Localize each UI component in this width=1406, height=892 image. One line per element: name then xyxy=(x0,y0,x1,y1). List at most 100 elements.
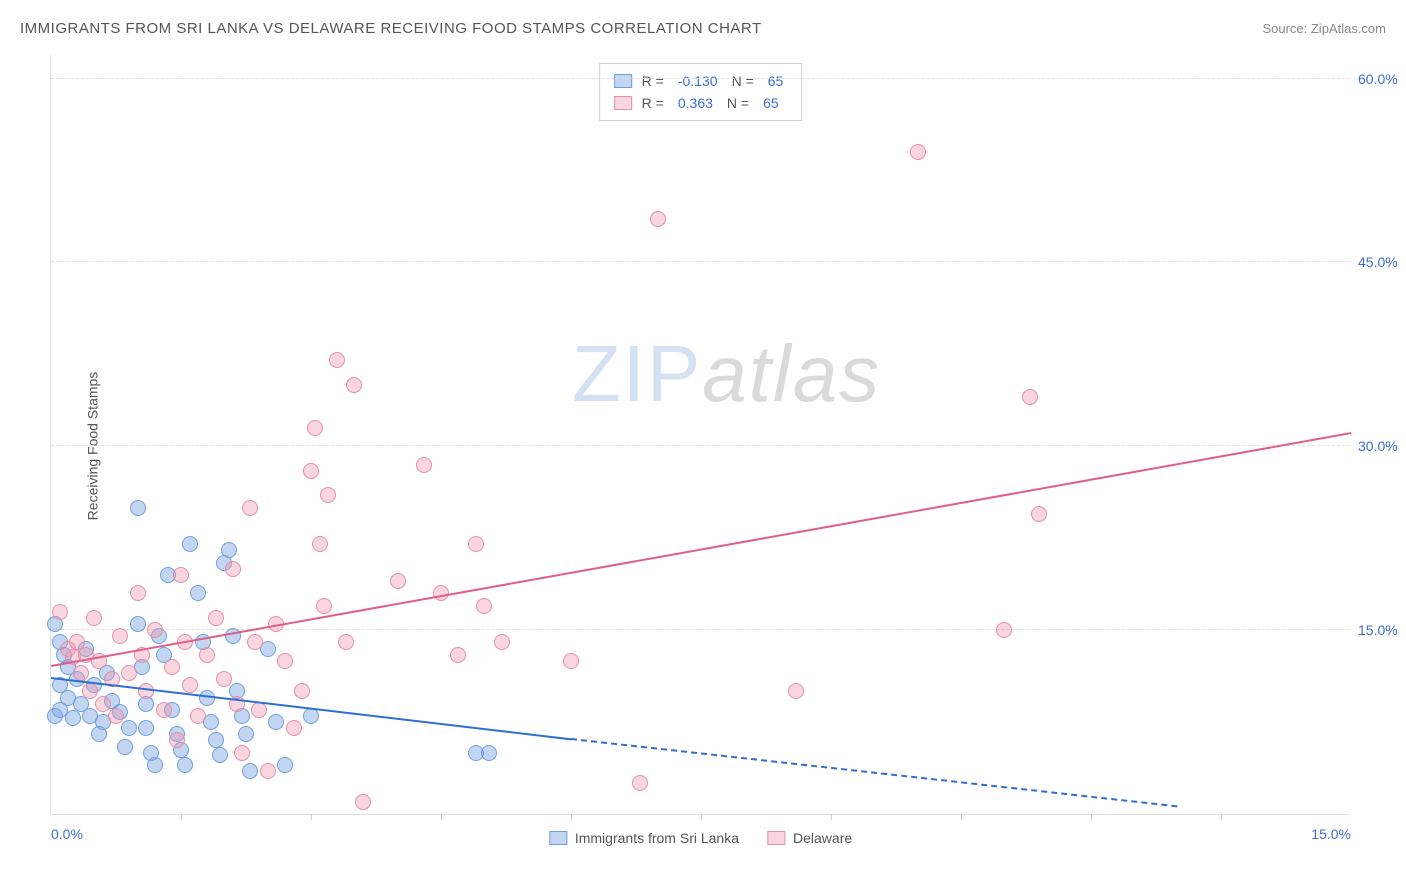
gridline xyxy=(51,78,1350,79)
data-point xyxy=(450,647,466,663)
source-name: ZipAtlas.com xyxy=(1311,21,1386,36)
legend-item-sri-lanka: Immigrants from Sri Lanka xyxy=(549,830,739,846)
y-tick-label: 60.0% xyxy=(1358,71,1398,87)
x-tick-mark xyxy=(961,814,962,820)
data-point xyxy=(1031,506,1047,522)
legend-item-delaware: Delaware xyxy=(767,830,852,846)
data-point xyxy=(47,708,63,724)
watermark: ZIPatlas xyxy=(572,328,881,420)
data-point xyxy=(112,628,128,644)
r-value-sri-lanka: -0.130 xyxy=(674,70,722,92)
scatter-chart: ZIPatlas R = -0.130 N = 65 R = 0.363 N =… xyxy=(50,55,1350,815)
data-point xyxy=(910,144,926,160)
page-header: IMMIGRANTS FROM SRI LANKA VS DELAWARE RE… xyxy=(20,20,1386,37)
data-point xyxy=(355,794,371,810)
data-point xyxy=(329,352,345,368)
x-tick-mark xyxy=(1091,814,1092,820)
trendline xyxy=(51,432,1351,667)
data-point xyxy=(199,647,215,663)
legend-row-sri-lanka: R = -0.130 N = 65 xyxy=(614,70,788,92)
x-tick-mark xyxy=(181,814,182,820)
data-point xyxy=(190,708,206,724)
data-point xyxy=(563,653,579,669)
data-point xyxy=(494,634,510,650)
data-point xyxy=(221,542,237,558)
data-point xyxy=(138,683,154,699)
data-point xyxy=(286,720,302,736)
x-tick-mark xyxy=(831,814,832,820)
y-tick-label: 30.0% xyxy=(1358,438,1398,454)
data-point xyxy=(147,622,163,638)
data-point xyxy=(1022,389,1038,405)
n-label: N = xyxy=(727,92,749,114)
swatch-delaware xyxy=(614,96,632,110)
data-point xyxy=(996,622,1012,638)
data-point xyxy=(476,598,492,614)
watermark-atlas: atlas xyxy=(702,329,881,418)
data-point xyxy=(182,677,198,693)
series-legend: Immigrants from Sri Lanka Delaware xyxy=(549,830,852,846)
data-point xyxy=(208,610,224,626)
gridline xyxy=(51,445,1350,446)
data-point xyxy=(95,696,111,712)
data-point xyxy=(416,457,432,473)
data-point xyxy=(130,585,146,601)
data-point xyxy=(307,420,323,436)
data-point xyxy=(208,732,224,748)
data-point xyxy=(238,726,254,742)
data-point xyxy=(277,653,293,669)
r-label: R = xyxy=(642,92,664,114)
watermark-zip: ZIP xyxy=(572,329,702,418)
data-point xyxy=(225,561,241,577)
data-point xyxy=(182,536,198,552)
data-point xyxy=(468,536,484,552)
r-value-delaware: 0.363 xyxy=(674,92,717,114)
x-tick-mark xyxy=(701,814,702,820)
swatch-sri-lanka xyxy=(549,831,567,845)
data-point xyxy=(121,665,137,681)
data-point xyxy=(190,585,206,601)
source-prefix: Source: xyxy=(1262,21,1310,36)
data-point xyxy=(650,211,666,227)
legend-label-sri-lanka: Immigrants from Sri Lanka xyxy=(575,830,739,846)
swatch-sri-lanka xyxy=(614,74,632,88)
chart-title: IMMIGRANTS FROM SRI LANKA VS DELAWARE RE… xyxy=(20,20,762,37)
correlation-legend: R = -0.130 N = 65 R = 0.363 N = 65 xyxy=(599,63,803,121)
data-point xyxy=(247,634,263,650)
data-point xyxy=(117,739,133,755)
legend-row-delaware: R = 0.363 N = 65 xyxy=(614,92,788,114)
data-point xyxy=(212,747,228,763)
x-tick-label: 0.0% xyxy=(51,826,83,842)
n-label: N = xyxy=(732,70,754,92)
data-point xyxy=(108,708,124,724)
data-point xyxy=(294,683,310,699)
gridline xyxy=(51,261,1350,262)
data-point xyxy=(82,683,98,699)
data-point xyxy=(260,763,276,779)
data-point xyxy=(316,598,332,614)
data-point xyxy=(65,710,81,726)
data-point xyxy=(242,763,258,779)
x-tick-mark xyxy=(1221,814,1222,820)
data-point xyxy=(138,720,154,736)
trendline-extrapolated xyxy=(571,738,1178,807)
data-point xyxy=(346,377,362,393)
data-point xyxy=(91,726,107,742)
data-point xyxy=(156,702,172,718)
swatch-delaware xyxy=(767,831,785,845)
x-tick-mark xyxy=(441,814,442,820)
data-point xyxy=(73,665,89,681)
data-point xyxy=(164,659,180,675)
x-tick-mark xyxy=(571,814,572,820)
data-point xyxy=(788,683,804,699)
data-point xyxy=(312,536,328,552)
data-point xyxy=(130,500,146,516)
data-point xyxy=(216,671,232,687)
data-point xyxy=(242,500,258,516)
data-point xyxy=(147,757,163,773)
data-point xyxy=(234,745,250,761)
data-point xyxy=(303,463,319,479)
y-tick-label: 45.0% xyxy=(1358,254,1398,270)
data-point xyxy=(169,732,185,748)
data-point xyxy=(390,573,406,589)
